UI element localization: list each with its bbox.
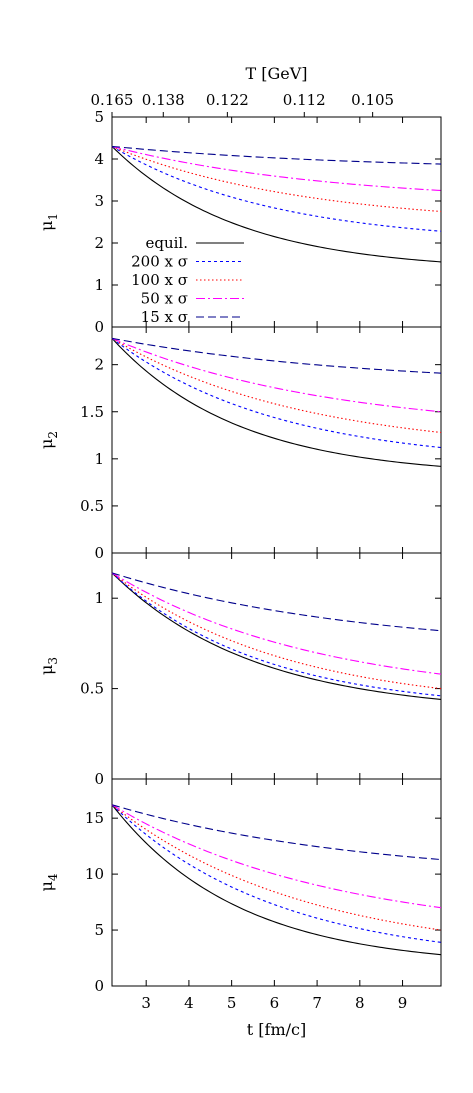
top-tick-label: 0.138 xyxy=(142,91,185,109)
y-axis-subscript: 1 xyxy=(46,213,60,221)
series-line xyxy=(111,572,442,675)
series-line xyxy=(111,145,442,165)
x-tick-label: 6 xyxy=(270,994,280,1012)
y-tick-label: 0.5 xyxy=(80,497,104,515)
series-line xyxy=(111,572,442,632)
x-tick-label: 4 xyxy=(184,994,194,1012)
y-axis-symbol: μ xyxy=(37,439,56,449)
top-tick-label: 0.112 xyxy=(283,91,326,109)
y-tick-label: 1.5 xyxy=(80,403,104,421)
y-tick-label: 3 xyxy=(94,192,104,210)
series-line xyxy=(111,337,442,449)
y-tick-label: 0.5 xyxy=(80,680,104,698)
y-tick-label: 2 xyxy=(94,356,104,374)
top-tick-label: 0.122 xyxy=(206,91,249,109)
y-tick-label: 15 xyxy=(85,809,104,827)
top-tick-label: 0.105 xyxy=(351,91,394,109)
series-line xyxy=(111,337,442,413)
panel-frames xyxy=(111,116,442,987)
series-line xyxy=(111,337,442,434)
series-line xyxy=(111,146,442,263)
x-tick-label: 5 xyxy=(227,994,237,1012)
y-axis-subscript: 2 xyxy=(46,431,60,439)
legend-label: equil. xyxy=(145,234,188,252)
y-tick-label: 10 xyxy=(85,865,104,883)
y-tick-label: 0 xyxy=(94,318,104,336)
y-tick-label: 1 xyxy=(94,276,104,294)
x-tick-label: 9 xyxy=(398,994,408,1012)
series-line xyxy=(111,572,442,697)
x-axis-label: t [fm/c] xyxy=(247,1020,306,1039)
series-line xyxy=(111,804,442,956)
y-axis-symbol: μ xyxy=(37,881,56,891)
y-tick-label: 4 xyxy=(94,150,104,168)
series-line xyxy=(111,145,442,192)
y-axis-label: μ4 xyxy=(37,873,60,891)
series-line xyxy=(111,804,442,943)
series-line xyxy=(111,337,442,467)
y-tick-label: 5 xyxy=(94,921,104,939)
series-line xyxy=(111,145,442,213)
series-line xyxy=(111,572,442,700)
top-axis-label: T [GeV] xyxy=(245,64,307,83)
y-tick-label: 0 xyxy=(94,977,104,995)
y-axis-label: μ3 xyxy=(37,657,60,675)
series-line xyxy=(111,145,442,232)
x-tick-label: 8 xyxy=(355,994,365,1012)
y-axis-subscript: 3 xyxy=(46,657,60,665)
x-tick-label: 3 xyxy=(141,994,151,1012)
series-line xyxy=(111,572,442,690)
top-tick-label: 0.165 xyxy=(91,91,134,109)
legend-label: 50 x σ xyxy=(141,290,188,308)
legend-label: 200 x σ xyxy=(131,253,188,271)
data-curves xyxy=(111,145,442,956)
y-axis-symbol: μ xyxy=(37,665,56,675)
y-axis-subscript: 4 xyxy=(46,873,60,881)
panel-frame xyxy=(111,326,442,554)
y-axis-label: μ1 xyxy=(37,213,60,231)
panel-frame xyxy=(111,778,442,987)
legend-label: 15 x σ xyxy=(141,308,188,326)
y-tick-label: 5 xyxy=(94,108,104,126)
series-line xyxy=(111,804,442,931)
y-tick-label: 0 xyxy=(94,544,104,562)
y-tick-label: 1 xyxy=(94,589,104,607)
y-tick-label: 2 xyxy=(94,234,104,252)
series-line xyxy=(111,337,442,374)
y-axis-symbol: μ xyxy=(37,221,56,231)
series-line xyxy=(111,804,442,861)
y-tick-label: 0 xyxy=(94,770,104,788)
y-axis-label: μ2 xyxy=(37,431,60,449)
legend-label: 100 x σ xyxy=(131,271,188,289)
series-line xyxy=(111,804,442,909)
x-tick-label: 7 xyxy=(312,994,322,1012)
y-tick-label: 1 xyxy=(94,450,104,468)
